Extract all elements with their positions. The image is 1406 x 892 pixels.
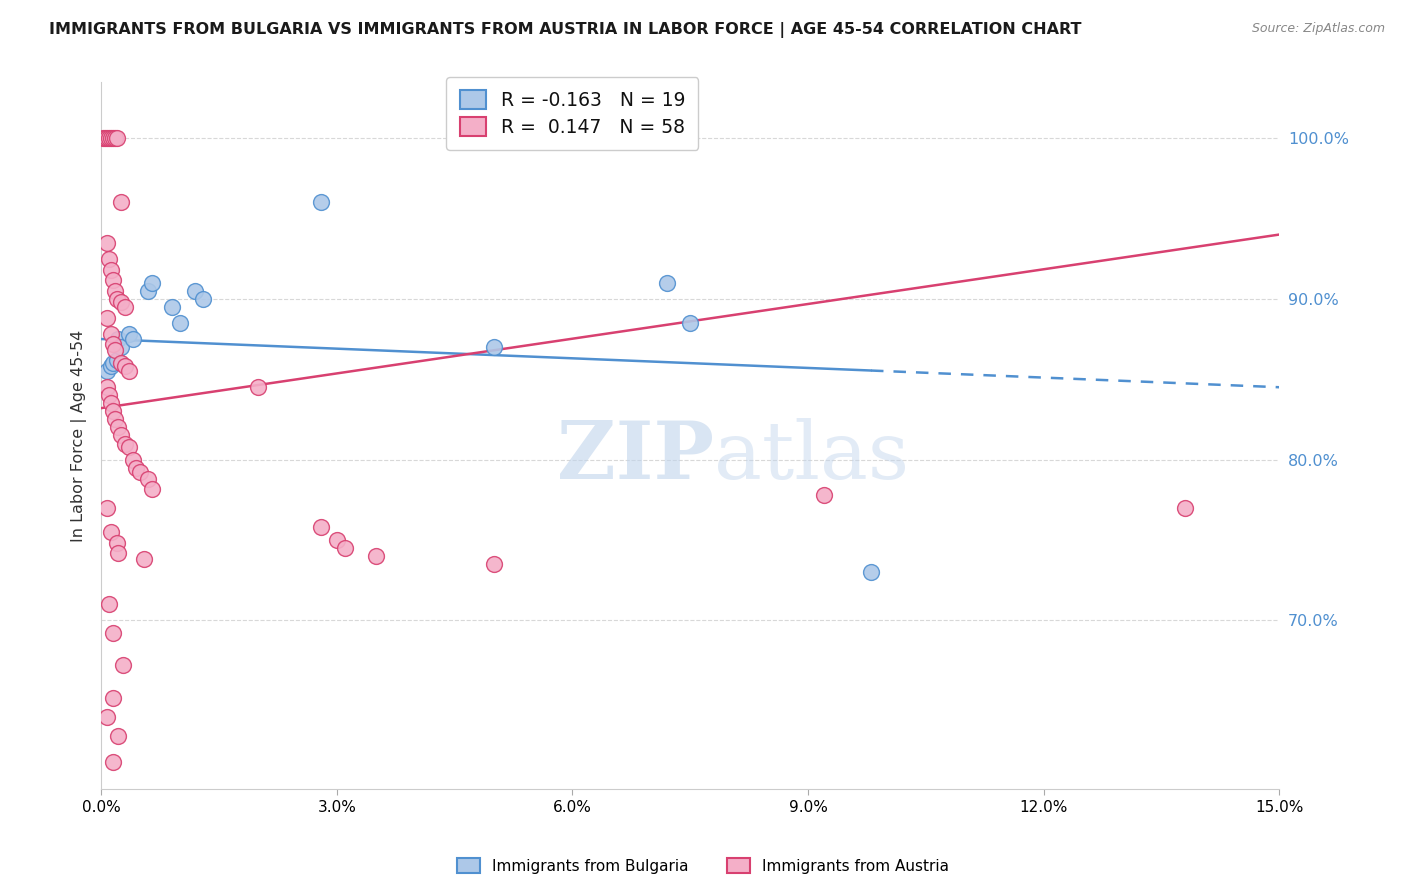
Point [107, 332, 129, 346]
Point [100, 396, 122, 410]
Point [114, 359, 136, 374]
Point [125, 460, 148, 475]
Point [121, 452, 143, 467]
Point [104, 131, 127, 145]
Text: ZIP: ZIP [557, 417, 714, 496]
Point [107, 729, 129, 743]
Point [193, 292, 215, 306]
Text: atlas: atlas [714, 417, 910, 496]
Point [101, 272, 124, 286]
Point [101, 131, 124, 145]
Point [117, 440, 139, 454]
Point [679, 316, 702, 330]
Point [100, 131, 122, 145]
Point [98, 388, 121, 402]
Point [101, 626, 124, 640]
Point [94, 131, 117, 145]
Point [114, 300, 136, 314]
Point [96, 500, 118, 515]
Point [134, 552, 156, 566]
Point [110, 340, 132, 354]
Point [169, 316, 191, 330]
Text: IMMIGRANTS FROM BULGARIA VS IMMIGRANTS FROM AUSTRIA IN LABOR FORCE | AGE 45-54 C: IMMIGRANTS FROM BULGARIA VS IMMIGRANTS F… [49, 22, 1081, 38]
Point [121, 332, 143, 346]
Point [482, 557, 505, 571]
Point [101, 356, 124, 370]
Point [105, 352, 128, 367]
Point [813, 488, 835, 502]
Point [100, 327, 122, 342]
Point [1174, 500, 1197, 515]
Point [101, 404, 124, 418]
Point [333, 541, 356, 555]
Point [105, 131, 128, 145]
Point [117, 364, 139, 378]
Point [101, 755, 124, 769]
Point [114, 436, 136, 450]
Point [136, 472, 159, 486]
Point [117, 327, 139, 342]
Point [160, 300, 183, 314]
Point [101, 690, 124, 705]
Point [136, 284, 159, 298]
Point [110, 356, 132, 370]
Point [98, 597, 121, 611]
Point [110, 428, 132, 442]
Legend: R = -0.163   N = 19, R =  0.147   N = 58: R = -0.163 N = 19, R = 0.147 N = 58 [447, 77, 699, 150]
Point [112, 658, 135, 673]
Point [104, 284, 127, 298]
Point [184, 284, 207, 298]
Point [309, 520, 332, 534]
Point [96, 131, 118, 145]
Point [96, 364, 118, 378]
Point [326, 533, 349, 547]
Point [104, 343, 127, 358]
Point [105, 536, 128, 550]
Point [107, 420, 129, 434]
Point [655, 276, 678, 290]
Point [96, 380, 118, 394]
Point [100, 263, 122, 277]
Text: Source: ZipAtlas.com: Source: ZipAtlas.com [1251, 22, 1385, 36]
Point [96, 311, 118, 326]
Point [100, 524, 122, 539]
Point [141, 276, 163, 290]
Point [96, 710, 118, 724]
Point [107, 546, 129, 560]
Point [98, 252, 121, 266]
Point [93, 131, 115, 145]
Point [247, 380, 270, 394]
Point [309, 195, 332, 210]
Point [100, 359, 122, 374]
Point [364, 549, 387, 563]
Point [110, 195, 132, 210]
Point [98, 131, 121, 145]
Legend: Immigrants from Bulgaria, Immigrants from Austria: Immigrants from Bulgaria, Immigrants fro… [451, 852, 955, 880]
Point [110, 295, 132, 310]
Point [101, 336, 124, 351]
Y-axis label: In Labor Force | Age 45-54: In Labor Force | Age 45-54 [72, 329, 87, 541]
Point [129, 466, 152, 480]
Point [482, 340, 505, 354]
Point [104, 412, 127, 426]
Point [105, 292, 128, 306]
Point [96, 235, 118, 250]
Point [859, 565, 882, 579]
Point [141, 482, 163, 496]
